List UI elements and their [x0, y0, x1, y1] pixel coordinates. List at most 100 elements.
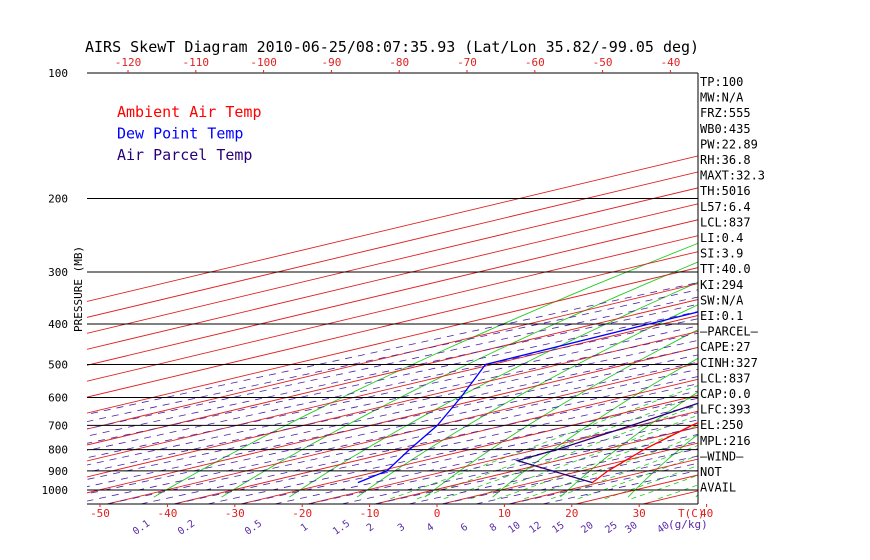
index-entry: KI:294: [700, 278, 743, 292]
mixing-ratio-line: [87, 361, 698, 495]
mixing-ratio-line: [87, 318, 698, 451]
mixing-ratio-label: 8: [488, 522, 499, 534]
mixing-ratio-label: 30: [623, 520, 639, 536]
mixing-ratio-label: 25: [603, 520, 619, 536]
moist-adiabat-line: [550, 444, 698, 500]
series-layer: [357, 311, 698, 484]
isotherm-line: [87, 235, 698, 382]
bottom-temp-tick-label: 40: [700, 507, 713, 520]
pressure-tick-label: 700: [48, 419, 68, 432]
mixing-ratio-line: [241, 405, 698, 504]
index-entry: TT:40.0: [700, 262, 751, 276]
mixing-ratio-label: 12: [527, 520, 543, 536]
moist-adiabat-line: [470, 414, 698, 500]
index-entry: LCL:837: [700, 371, 751, 385]
top-temp-tick-label: -50: [593, 56, 613, 69]
moist-adiabat-line: [604, 464, 698, 500]
mixing-ratio-line: [87, 303, 698, 437]
index-entry: LCL:837: [700, 215, 751, 229]
y-axis-label: PRESSURE (MB): [72, 246, 85, 332]
series-line: [515, 402, 698, 484]
moist-adiabat-line: [390, 385, 698, 500]
index-entry: CAP:0.0: [700, 387, 751, 401]
mixing-ratio-line: [475, 455, 698, 504]
mixing-ratio-label: 0.1: [131, 518, 152, 537]
isotherm-line: [174, 378, 698, 504]
mixing-ratio-line: [87, 332, 698, 466]
mixing-ratio-line: [207, 397, 698, 504]
index-entry: WB0:435: [700, 122, 751, 136]
mixing-ratio-label: 2: [365, 522, 376, 534]
mixing-ratio-label: 0.2: [176, 518, 197, 537]
mixing-ratio-label: 6: [459, 522, 470, 534]
index-entry: CAPE:27: [700, 340, 751, 354]
isotherm-line: [87, 346, 698, 494]
moist-adiabat-line: [443, 404, 698, 500]
index-entry: —WIND—: [700, 449, 744, 463]
mixing-ratio-line: [274, 412, 698, 504]
dry-adiabat-line: [221, 261, 698, 498]
pressure-tick-label: 1000: [42, 484, 69, 497]
isotherm-line: [777, 73, 870, 504]
isotherm-line: [87, 330, 698, 478]
top-temp-tick-label: -70: [457, 56, 477, 69]
index-entry: LFC:393: [700, 403, 751, 417]
bottom-temp-tick-label: -40: [157, 507, 177, 520]
index-entry: CINH:327: [700, 356, 758, 370]
bottom-temp-tick-label: 0: [434, 507, 441, 520]
index-entry: EI:0.1: [700, 309, 743, 323]
pressure-tick-label: 600: [48, 391, 68, 404]
index-entry: MAXT:32.3: [700, 169, 765, 183]
bottom-temp-tick-label: 30: [633, 507, 646, 520]
index-entry: RH:36.8: [700, 153, 751, 167]
mixing-ratio-label: 1: [299, 522, 310, 534]
series-line: [592, 422, 698, 484]
pressure-tick-label: 800: [48, 444, 68, 457]
legend-entry: Ambient Air Temp: [117, 103, 262, 121]
moist-adiabat-line: [497, 424, 698, 500]
mixing-ratio-line: [140, 383, 698, 504]
index-entry: TP:100: [700, 75, 743, 89]
isotherm-line: [87, 315, 698, 462]
moist-adiabat-line: [524, 434, 698, 500]
mixing-ratio-line: [308, 419, 698, 504]
mixing-ratio-label: 3: [396, 522, 407, 534]
mixing-ratio-line: [174, 390, 698, 504]
legend-entry: Dew Point Temp: [117, 125, 243, 143]
top-temp-tick-label: -110: [183, 56, 210, 69]
mixing-ratio-grid: [87, 282, 698, 504]
index-entry: FRZ:555: [700, 106, 751, 120]
index-entry: L57:6.4: [700, 200, 751, 214]
index-entry: LI:0.4: [700, 231, 743, 245]
index-entry: MW:N/A: [700, 91, 744, 105]
bottom-temp-tick-label: 10: [498, 507, 511, 520]
pressure-tick-label: 500: [48, 358, 68, 371]
dry-adiabat-line: [424, 329, 698, 498]
legend-entry: Air Parcel Temp: [117, 146, 252, 164]
dry-adiabat-line: [627, 433, 698, 498]
bottom-temp-tick-label: -50: [90, 507, 110, 520]
isotherm-line: [87, 251, 698, 398]
pressure-tick-label: 300: [48, 266, 68, 279]
temp-unit-label: T(C): [678, 507, 705, 520]
mixing-ratio-label: 0.5: [243, 518, 264, 537]
mixing-ratio-line: [87, 354, 698, 488]
mixing-ratio-line: [87, 339, 698, 473]
top-temp-tick-label: -100: [250, 56, 277, 69]
index-entry: —PARCEL—: [700, 325, 759, 339]
dry-adiabat-line: [764, 73, 870, 497]
mixing-ratio-line: [107, 376, 698, 504]
mixing-ratio-line: [87, 347, 698, 480]
top-temp-tick-label: -90: [321, 56, 341, 69]
isotherm-line: [87, 203, 698, 350]
bottom-temp-tick-label: -30: [225, 507, 245, 520]
index-entry: TH:5016: [700, 184, 751, 198]
mixing-ratio-line: [341, 426, 698, 504]
mixing-ratio-line: [375, 433, 698, 504]
isotherm-line: [107, 362, 698, 504]
top-temp-tick-label: -60: [525, 56, 545, 69]
index-entry: PW:22.89: [700, 137, 758, 151]
legend: Ambient Air Temp Dew Point Temp Air Parcel…: [117, 103, 262, 164]
